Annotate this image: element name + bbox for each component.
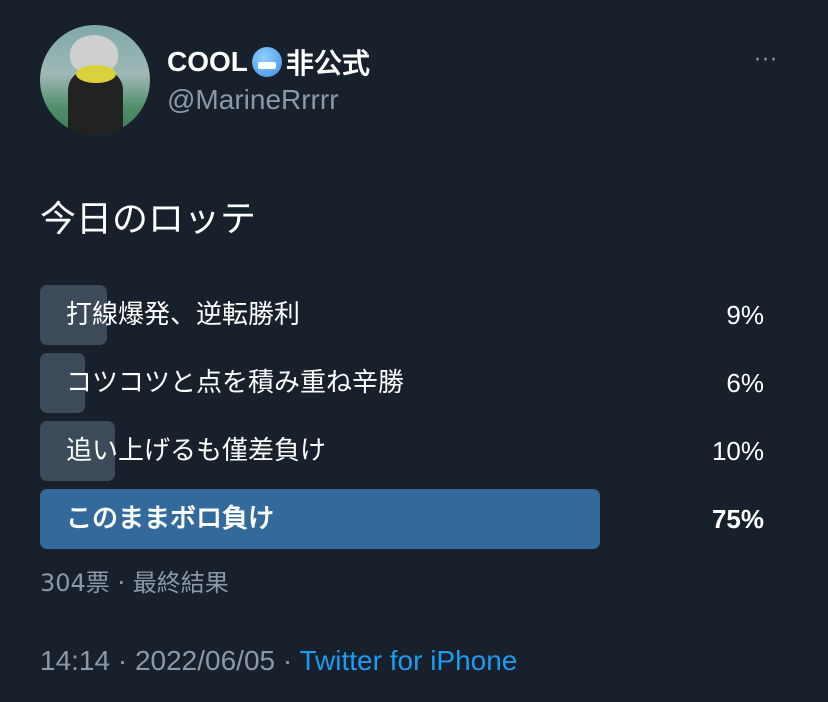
tweet-date[interactable]: 2022/06/05 [134,645,276,676]
poll-bar [40,489,601,549]
tweet-footer: 14:14 · 2022/06/05 · Twitter for iPhone [40,645,518,676]
avatar-beak [76,65,116,83]
poll-bar [40,421,115,481]
poll-option: 追い上げるも僅差負け 10% [40,421,770,481]
poll-status: 最終結果 [132,569,229,597]
name-text: COOL [167,46,248,77]
poll-option-percent: 10% [711,436,764,466]
poll-option-percent: 75% [711,504,764,534]
poll-option: コツコツと点を積み重ね辛勝 6% [40,353,770,413]
poll-option-label: このままボロ負け [66,504,275,534]
poll-option-percent: 6% [726,368,764,398]
poll-option-label: 追い上げるも僅差負け [66,436,327,466]
cold-face-icon [251,47,282,77]
vote-count: 304票 [40,569,110,597]
tweet-text: 今日のロッテ [40,199,257,240]
more-options-icon[interactable]: ··· [754,48,778,73]
poll-option-label: 打線爆発、逆転勝利 [66,300,301,330]
poll-option-label: コツコツと点を積み重ね辛勝 [66,368,405,398]
poll-option-percent: 9% [726,300,764,330]
display-name[interactable]: COOL 非公式 [167,42,370,82]
tweet-source-link[interactable]: Twitter for iPhone [299,645,518,676]
poll-bar [40,353,85,413]
name-suffix: 非公式 [285,48,370,79]
poll-option: このままボロ負け 75% [40,489,770,549]
poll-meta: 304票 · 最終結果 [40,569,229,597]
poll-option: 打線爆発、逆転勝利 9% [40,285,770,345]
user-handle[interactable]: @MarineRrrrr [167,84,339,115]
avatar[interactable] [40,25,150,135]
poll-bar [40,285,108,345]
tweet-time[interactable]: 14:14 [40,645,111,676]
